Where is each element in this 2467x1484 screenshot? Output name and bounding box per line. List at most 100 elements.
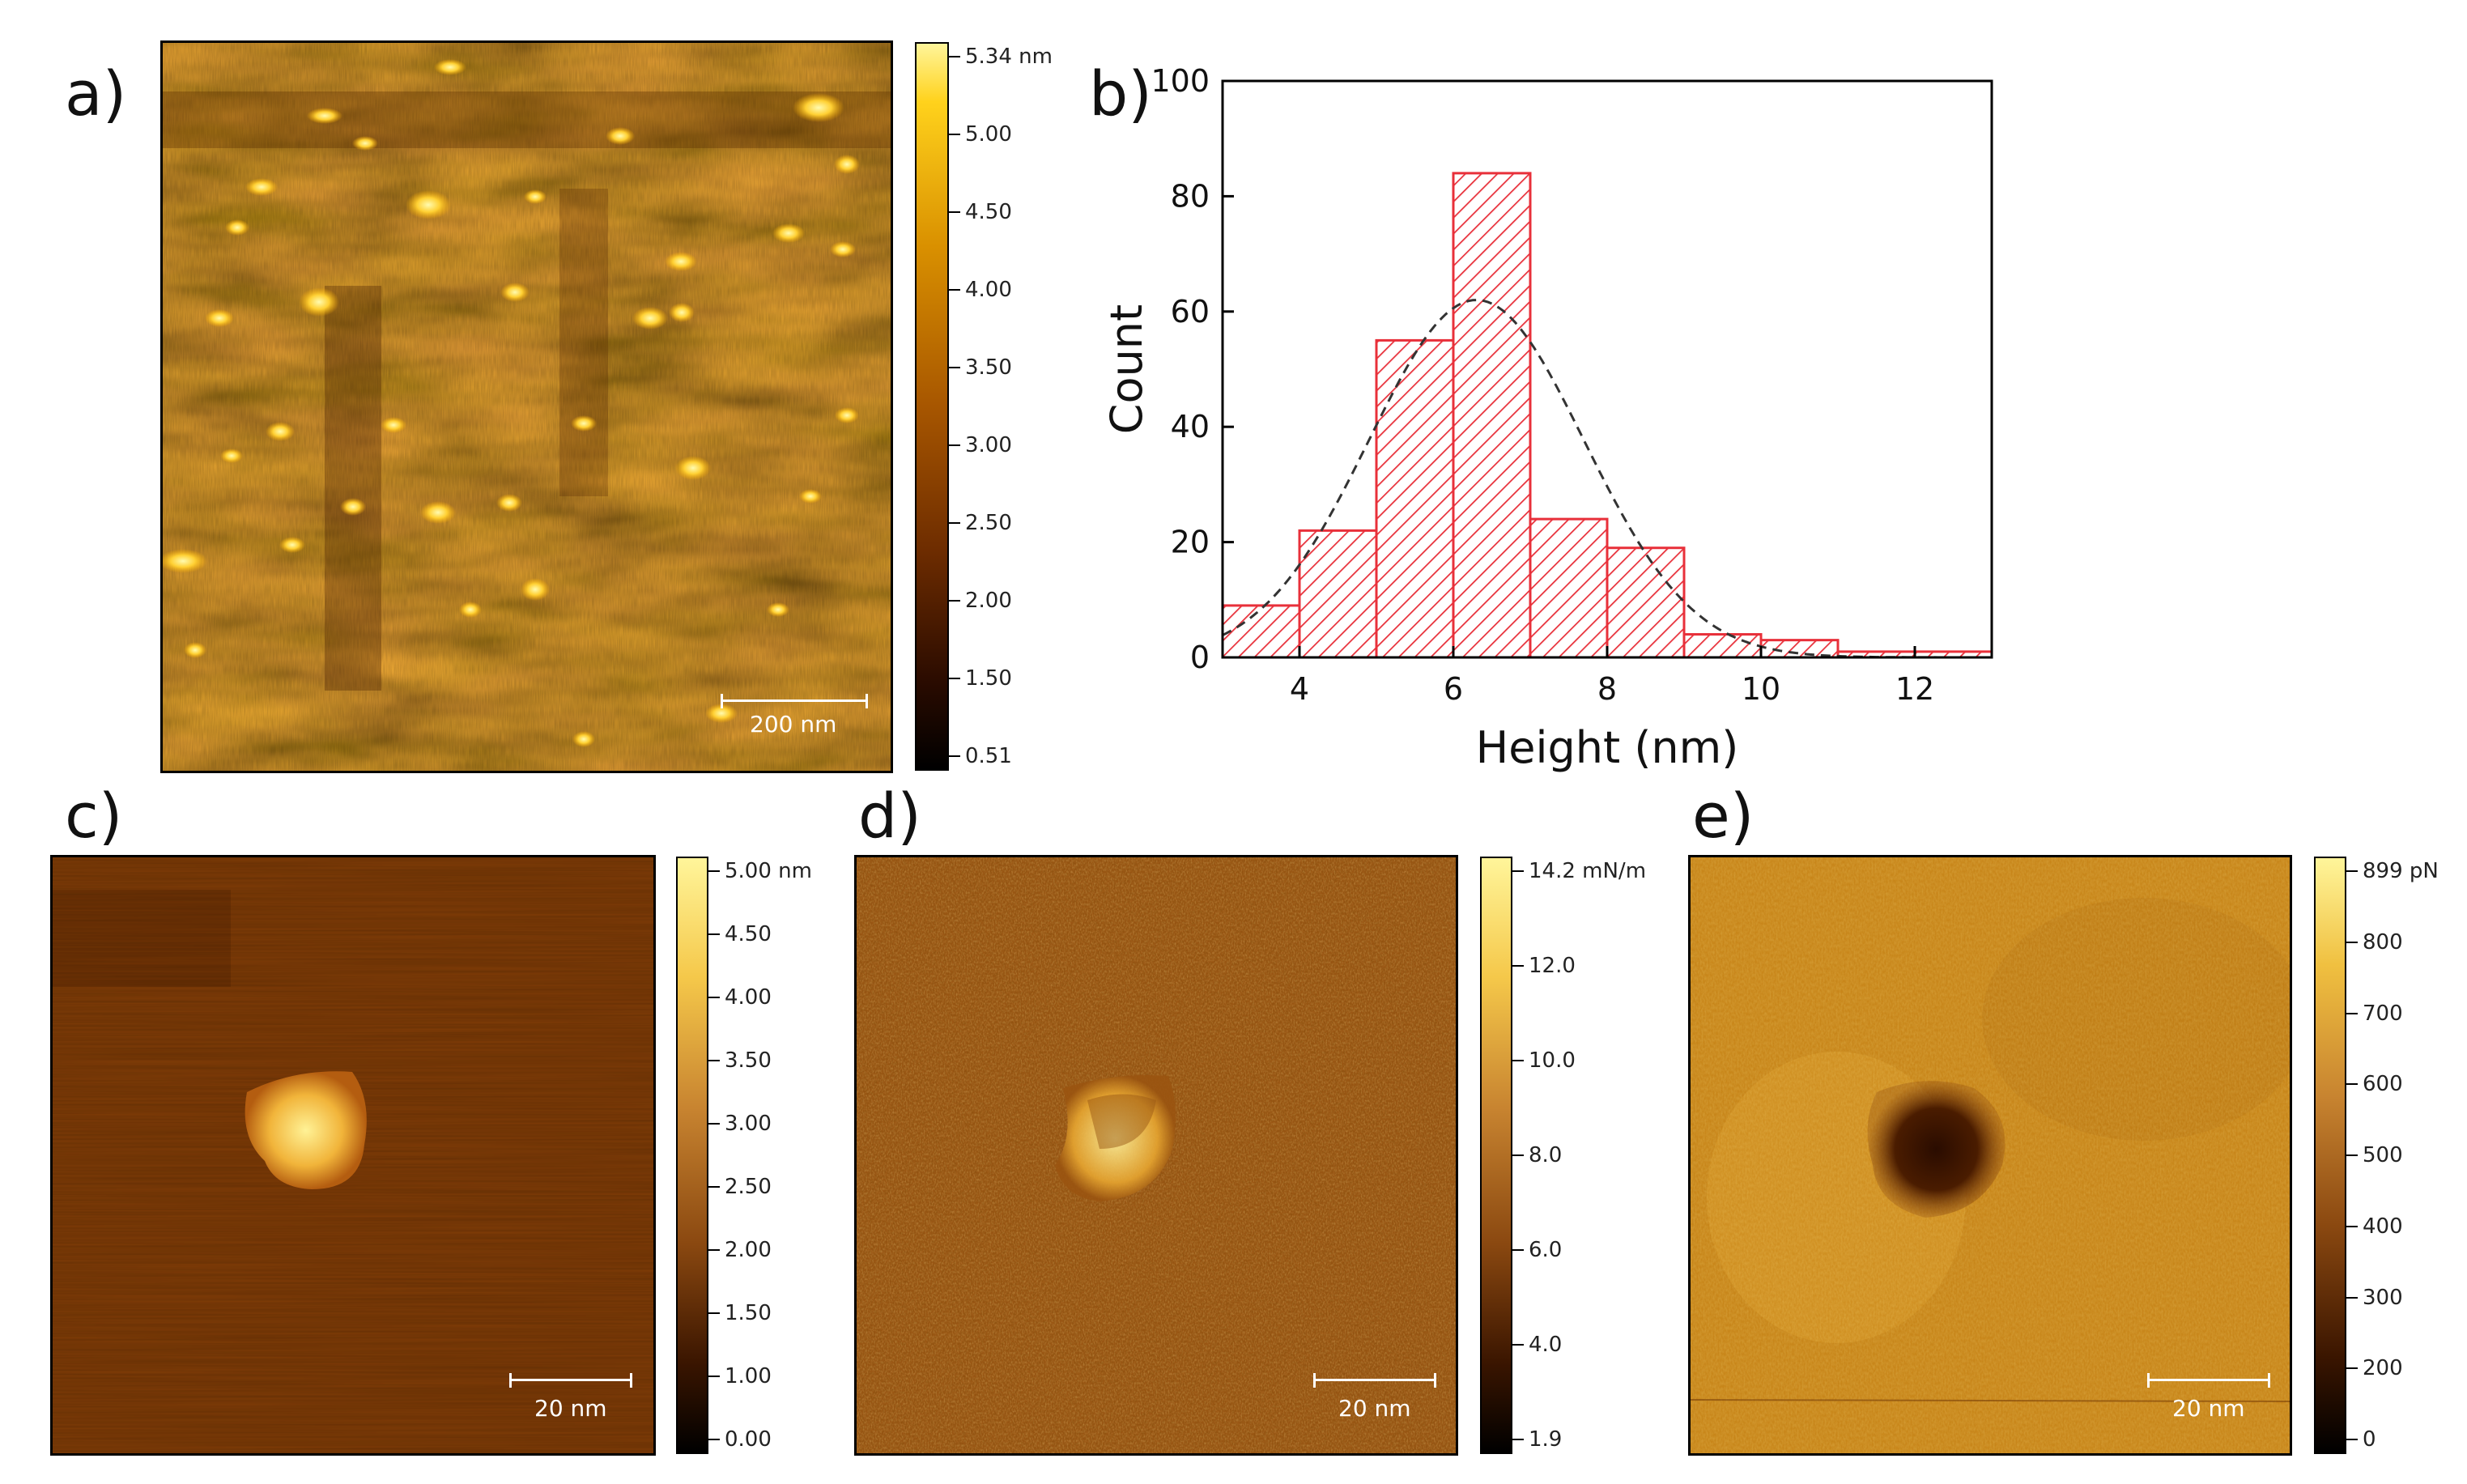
colorbar-tick-label: 0.51 bbox=[965, 744, 1012, 768]
colorbar-tick-mark bbox=[1512, 1060, 1524, 1061]
colorbar-tick-label: 5.00 nm bbox=[725, 859, 812, 883]
colorbar-tick-label: 500 bbox=[2363, 1143, 2403, 1167]
colorbar-tick-mark bbox=[1512, 1154, 1524, 1156]
histogram-bar bbox=[1606, 546, 1686, 659]
x-tick-label: 8 bbox=[1597, 671, 1617, 707]
colorbar-tick-label: 899 pN bbox=[2363, 859, 2439, 883]
colorbar-d bbox=[1480, 857, 1512, 1454]
scale-bar-d bbox=[1314, 1379, 1436, 1381]
scale-bar-a bbox=[721, 699, 867, 702]
height-histogram: 4 6 8 10 12 0 20 40 60 80 100 Height (nm) Count bbox=[1077, 32, 2024, 785]
colorbar-tick-mark bbox=[949, 444, 960, 446]
colorbar-tick-label: 3.00 bbox=[965, 433, 1012, 457]
colorbar-tick-label: 4.0 bbox=[1529, 1333, 1563, 1357]
histogram-bar bbox=[1452, 172, 1532, 659]
x-tick-label: 6 bbox=[1444, 671, 1463, 707]
colorbar-tick-mark bbox=[2346, 941, 2358, 943]
colorbar-tick-label: 0.00 bbox=[725, 1427, 772, 1452]
x-tick-label: 12 bbox=[1895, 671, 1934, 707]
afm-height-image-a: 200 nm bbox=[160, 40, 893, 773]
afm-particle bbox=[245, 1071, 367, 1189]
colorbar-tick-label: 12.0 bbox=[1529, 954, 1576, 978]
colorbar-tick-mark bbox=[708, 1060, 720, 1061]
colorbar-tick-mark bbox=[949, 134, 960, 135]
colorbar-tick-mark bbox=[949, 367, 960, 368]
colorbar-tick-label: 8.0 bbox=[1529, 1143, 1563, 1167]
scale-bar-e bbox=[2148, 1379, 2269, 1381]
colorbar-tick-mark bbox=[2346, 1154, 2358, 1156]
scale-bar-cap bbox=[2268, 1373, 2270, 1388]
colorbar-tick-mark bbox=[2346, 1083, 2358, 1086]
afm-height-image-c: 20 nm bbox=[50, 855, 656, 1456]
scale-bar-label-e: 20 nm bbox=[2172, 1395, 2245, 1422]
y-tick-label: 100 bbox=[1151, 63, 1210, 99]
colorbar-tick-label: 3.50 bbox=[965, 355, 1012, 380]
y-tick-label: 40 bbox=[1171, 409, 1210, 444]
x-tick-label: 4 bbox=[1290, 671, 1309, 707]
colorbar-tick-label: 300 bbox=[2363, 1285, 2403, 1310]
colorbar-tick-mark bbox=[949, 678, 960, 679]
colorbar-tick-mark bbox=[949, 755, 960, 757]
y-axis-label: Count bbox=[1101, 304, 1152, 434]
histogram-bar bbox=[1375, 338, 1455, 659]
histogram-bar bbox=[1221, 604, 1301, 659]
colorbar-tick-label: 1.50 bbox=[965, 666, 1012, 691]
colorbar-tick-mark bbox=[2346, 1296, 2358, 1299]
colorbar-tick-label: 1.00 bbox=[725, 1364, 772, 1388]
colorbar-tick-label: 700 bbox=[2363, 1001, 2403, 1026]
colorbar-tick-mark bbox=[949, 211, 960, 213]
histogram-bar bbox=[1682, 633, 1763, 659]
colorbar-tick-label: 2.00 bbox=[725, 1238, 772, 1262]
colorbar-tick-mark bbox=[708, 1312, 720, 1314]
y-tick-label: 0 bbox=[1190, 640, 1210, 675]
colorbar-tick-label: 3.50 bbox=[725, 1048, 772, 1073]
scale-bar-label-c: 20 nm bbox=[534, 1395, 607, 1422]
colorbar-tick-label: 4.50 bbox=[965, 200, 1012, 224]
colorbar-tick-mark bbox=[1512, 1344, 1524, 1346]
histogram-bar bbox=[1529, 517, 1609, 659]
colorbar-tick-label: 600 bbox=[2363, 1072, 2403, 1097]
colorbar-tick-label: 1.50 bbox=[725, 1301, 772, 1325]
colorbar-tick-mark bbox=[708, 1123, 720, 1125]
scale-bar-cap bbox=[1434, 1373, 1436, 1388]
afm-particle bbox=[1867, 1081, 2006, 1218]
colorbar-tick-mark bbox=[949, 522, 960, 524]
colorbar-tick-label: 4.00 bbox=[965, 278, 1012, 302]
afm-modulus-image-d: 20 nm bbox=[854, 855, 1458, 1456]
colorbar-tick-label: 14.2 mN/m bbox=[1529, 859, 1647, 883]
colorbar-tick-mark bbox=[708, 1249, 720, 1251]
scale-bar-label-d: 20 nm bbox=[1338, 1395, 1411, 1422]
scale-bar-cap bbox=[721, 694, 723, 708]
colorbar-tick-mark bbox=[2346, 1439, 2358, 1440]
scale-bar-cap bbox=[630, 1373, 632, 1388]
colorbar-tick-mark bbox=[1512, 1249, 1524, 1251]
x-tick-label: 10 bbox=[1742, 671, 1780, 707]
panel-label-e: e) bbox=[1692, 780, 1755, 852]
colorbar-tick-mark bbox=[1512, 1439, 1524, 1440]
panel-label-b: b) bbox=[1089, 57, 1152, 130]
colorbar-tick-label: 5.00 bbox=[965, 122, 1012, 147]
afm-particles bbox=[163, 59, 860, 747]
scale-bar-cap bbox=[509, 1373, 512, 1388]
x-axis-label: Height (nm) bbox=[1476, 722, 1739, 773]
colorbar-tick-mark bbox=[708, 1186, 720, 1188]
colorbar-tick-mark bbox=[2346, 1012, 2358, 1014]
colorbar-tick-label: 2.00 bbox=[965, 589, 1012, 613]
colorbar-tick-mark bbox=[708, 1376, 720, 1377]
panel-label-a: a) bbox=[65, 57, 127, 130]
colorbar-e bbox=[2314, 857, 2346, 1454]
colorbar-tick-label: 2.50 bbox=[725, 1175, 772, 1199]
colorbar-tick-label: 2.50 bbox=[965, 511, 1012, 535]
colorbar-tick-mark bbox=[708, 997, 720, 998]
scale-bar-cap bbox=[2147, 1373, 2150, 1388]
colorbar-tick-label: 3.00 bbox=[725, 1112, 772, 1136]
colorbar-tick-label: 1.9 bbox=[1529, 1427, 1563, 1452]
colorbar-tick-label: 5.34 nm bbox=[965, 45, 1053, 69]
colorbar-tick-label: 400 bbox=[2363, 1214, 2403, 1239]
y-tick-label: 20 bbox=[1171, 525, 1210, 560]
colorbar-a bbox=[915, 42, 949, 771]
colorbar-tick-mark bbox=[708, 870, 720, 872]
colorbar-c bbox=[676, 857, 708, 1454]
colorbar-tick-mark bbox=[949, 56, 960, 57]
colorbar-tick-mark bbox=[1512, 965, 1524, 967]
